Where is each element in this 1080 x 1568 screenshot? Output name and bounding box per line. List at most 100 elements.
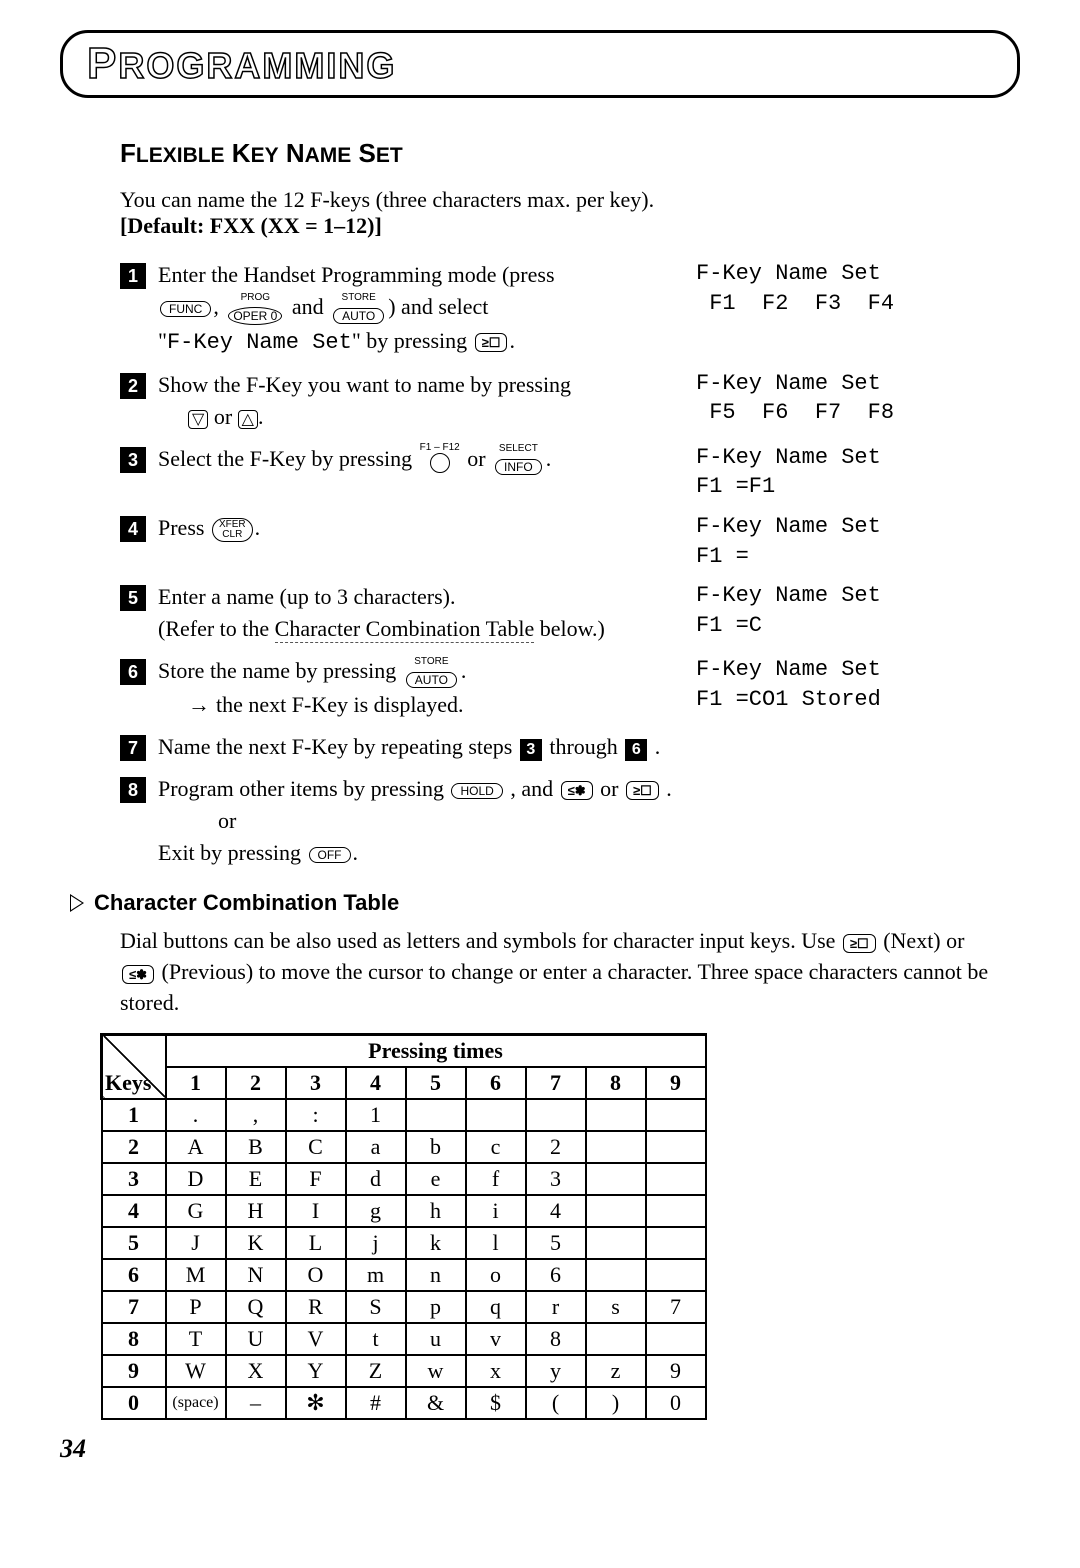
table-cell: I — [286, 1195, 346, 1227]
table-cell — [586, 1131, 646, 1163]
table-cell: Y — [286, 1355, 346, 1387]
intro-text: You can name the 12 F-keys (three charac… — [120, 187, 990, 239]
table-cell: T — [166, 1323, 226, 1355]
banner-title: PROGRAMMING — [83, 39, 400, 89]
table-cell: . — [166, 1099, 226, 1131]
table-row: 0(space)–✻#&$()0 — [102, 1387, 706, 1419]
table-cell: o — [466, 1259, 526, 1291]
table-cell: p — [406, 1291, 466, 1323]
table-cell: m — [346, 1259, 406, 1291]
table-row: 6MNOmno6 — [102, 1259, 706, 1291]
row-key: 7 — [102, 1291, 166, 1323]
table-cell: 4 — [526, 1195, 586, 1227]
auto-key: STORE AUTO — [404, 657, 459, 689]
table-cell: & — [406, 1387, 466, 1419]
ref-step-6: 6 — [625, 739, 647, 761]
table-cell: – — [226, 1387, 286, 1419]
section-title: FLEXIBLE KEY NAME SET — [120, 138, 990, 169]
intro-line1: You can name the 12 F-keys (three charac… — [120, 187, 654, 212]
next-nav-key: ≥☐ — [843, 934, 876, 953]
section-banner: PROGRAMMING — [60, 30, 1020, 98]
step-6: 6 Store the name by pressing STORE AUTO … — [120, 655, 990, 721]
table-cell: w — [406, 1355, 466, 1387]
table-cell: c — [466, 1131, 526, 1163]
prev-nav-key: ≤✽ — [561, 781, 593, 800]
table-cell — [586, 1323, 646, 1355]
table-cell: Z — [346, 1355, 406, 1387]
page-number: 34 — [60, 1434, 1020, 1464]
table-cell: 5 — [526, 1227, 586, 1259]
table-cell — [646, 1227, 706, 1259]
table-cell: U — [226, 1323, 286, 1355]
table-row: 4GHIghi4 — [102, 1195, 706, 1227]
intro-line2: [Default: FXX (XX = 1–12)] — [120, 213, 382, 238]
table-cell: x — [466, 1355, 526, 1387]
table-row: 3DEFdef3 — [102, 1163, 706, 1195]
step-text: Store the name by pressing STORE AUTO . … — [158, 655, 678, 721]
lcd-display: F-Key Name Set F1 =F1 — [690, 443, 990, 502]
table-row: 1.,:1 — [102, 1099, 706, 1131]
table-cell: ) — [586, 1387, 646, 1419]
table-row: 5JKLjkl5 — [102, 1227, 706, 1259]
table-cell — [526, 1099, 586, 1131]
page-container: PROGRAMMING FLEXIBLE KEY NAME SET You ca… — [0, 0, 1080, 1484]
lcd-display: F-Key Name Set F1 =CO1 Stored — [690, 655, 990, 714]
table-cell — [586, 1163, 646, 1195]
pressing-times-header: Pressing times — [166, 1034, 706, 1067]
step-4: 4 Press XFER CLR . F-Key Name Set F1 = — [120, 512, 990, 571]
down-arrow-icon: ▽ — [188, 410, 208, 429]
table-cell: O — [286, 1259, 346, 1291]
table-cell: M — [166, 1259, 226, 1291]
table-cell — [646, 1195, 706, 1227]
table-cell: L — [286, 1227, 346, 1259]
table-cell: (space) — [166, 1387, 226, 1419]
row-key: 4 — [102, 1195, 166, 1227]
up-arrow-icon: △ — [238, 410, 258, 429]
row-key: 1 — [102, 1099, 166, 1131]
table-cell: : — [286, 1099, 346, 1131]
table-cell: y — [526, 1355, 586, 1387]
step-text: Enter the Handset Programming mode (pres… — [158, 259, 678, 359]
row-key: 3 — [102, 1163, 166, 1195]
step-number: 7 — [120, 735, 146, 761]
table-cell: V — [286, 1323, 346, 1355]
table-cell: R — [286, 1291, 346, 1323]
table-cell: Q — [226, 1291, 286, 1323]
table-cell: k — [406, 1227, 466, 1259]
step-text: Press XFER CLR . — [158, 512, 678, 544]
step-number: 2 — [120, 373, 146, 399]
table-cell — [466, 1099, 526, 1131]
table-row: 2ABCabc2 — [102, 1131, 706, 1163]
keys-header: Keys — [102, 1034, 166, 1099]
table-cell: K — [226, 1227, 286, 1259]
table-cell: ✻ — [286, 1387, 346, 1419]
step-3: 3 Select the F-Key by pressing F1 – F12 … — [120, 443, 990, 502]
table-cell — [586, 1195, 646, 1227]
step-text: Name the next F-Key by repeating steps 3… — [158, 731, 990, 763]
table-cell: # — [346, 1387, 406, 1419]
table-cell: i — [466, 1195, 526, 1227]
ref-step-3: 3 — [520, 739, 542, 761]
table-cell: z — [586, 1355, 646, 1387]
step-number: 8 — [120, 777, 146, 803]
table-cell: d — [346, 1163, 406, 1195]
col-header-row: 1 2 3 4 5 6 7 8 9 — [102, 1067, 706, 1099]
table-cell — [646, 1323, 706, 1355]
table-cell: C — [286, 1131, 346, 1163]
step-2: 2 Show the F-Key you want to name by pre… — [120, 369, 990, 433]
table-cell: X — [226, 1355, 286, 1387]
table-cell: v — [466, 1323, 526, 1355]
content-area: FLEXIBLE KEY NAME SET You can name the 1… — [60, 138, 1020, 1420]
triangle-icon — [70, 894, 84, 912]
step-text: Program other items by pressing HOLD , a… — [158, 773, 990, 869]
table-cell: F — [286, 1163, 346, 1195]
lcd-display: F-Key Name Set F1 = — [690, 512, 990, 571]
table-cell: l — [466, 1227, 526, 1259]
next-nav-key: ≥☐ — [475, 333, 508, 352]
menu-item-text: F-Key Name Set — [167, 330, 352, 355]
table-cell: S — [346, 1291, 406, 1323]
table-cell: W — [166, 1355, 226, 1387]
table-cell: h — [406, 1195, 466, 1227]
lcd-display: F-Key Name Set F1 =C — [690, 581, 990, 640]
step-list: 1 Enter the Handset Programming mode (pr… — [120, 259, 990, 868]
